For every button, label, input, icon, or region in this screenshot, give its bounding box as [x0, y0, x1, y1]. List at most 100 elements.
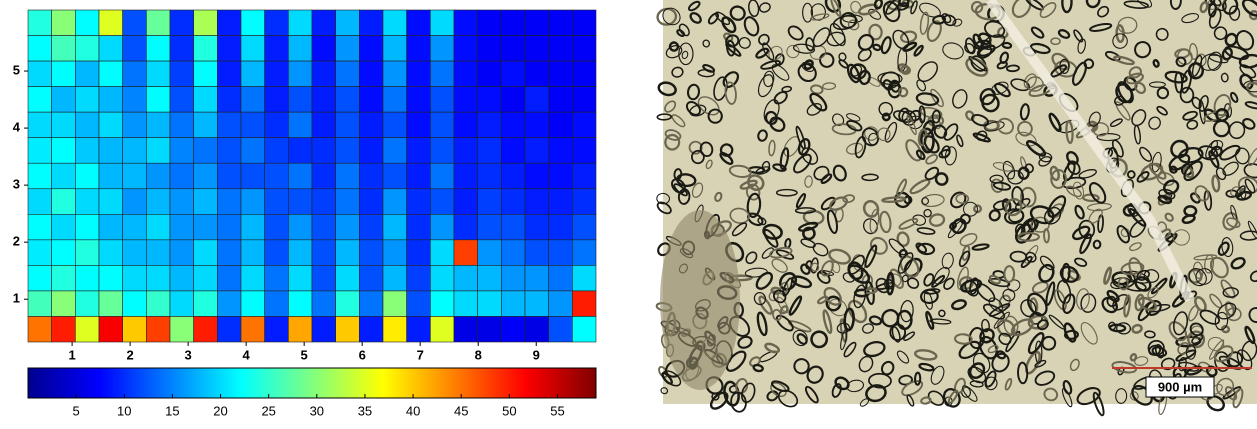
heatmap-cell: [453, 265, 478, 292]
grain-boundary: [806, 103, 823, 116]
heatmap-cell: [335, 214, 360, 241]
grain-boundary: [1031, 281, 1049, 294]
grain-boundary: [1178, 146, 1204, 164]
heatmap-cell: [51, 9, 76, 36]
heatmap-cell: [548, 214, 573, 241]
heatmap-cell: [572, 265, 597, 292]
heatmap-cell: [217, 137, 242, 164]
grain-boundary: [1217, 241, 1230, 256]
grain-boundary: [970, 0, 984, 14]
grain-boundary: [881, 308, 900, 328]
heatmap-cell: [406, 214, 431, 241]
heatmap-cell: [75, 60, 100, 87]
grain-boundary: [744, 267, 768, 278]
heatmap-cell: [477, 86, 502, 113]
grain-boundary: [829, 22, 846, 47]
grain-boundary: [1004, 377, 1013, 391]
grain-boundary: [879, 210, 892, 234]
grain-boundary: [981, 318, 990, 333]
heatmap-cell: [75, 265, 100, 292]
heatmap-cell: [27, 86, 52, 113]
heatmap-cell: [75, 214, 100, 241]
grain-boundary: [1020, 186, 1037, 208]
heatmap-cell: [75, 9, 100, 36]
heatmap-cell: [501, 188, 526, 215]
grain-boundary: [1234, 185, 1246, 199]
y-tick-label: 2: [13, 234, 20, 249]
grain-boundary: [959, 232, 978, 247]
grain-boundary: [1085, 0, 1101, 9]
dark-region: [660, 210, 740, 390]
heatmap-cell: [430, 214, 455, 241]
heatmap-cell: [430, 137, 455, 164]
grain-boundary: [1066, 185, 1082, 198]
x-tick-label: 8: [475, 347, 482, 362]
heatmap-cell: [146, 9, 171, 36]
grain-boundary: [1155, 27, 1169, 41]
heatmap-cell: [122, 265, 147, 292]
grain-boundary: [1204, 254, 1215, 274]
heatmap-cell: [27, 265, 52, 292]
grain-boundary: [1116, 225, 1130, 244]
heatmap-cell: [146, 60, 171, 87]
grain-boundary: [832, 164, 847, 182]
heatmap-cell: [548, 316, 573, 343]
grain-boundary: [1029, 42, 1051, 55]
grain-boundary: [862, 323, 875, 334]
grain-boundary: [810, 262, 820, 272]
grain-boundary: [1241, 0, 1257, 17]
grain-boundary: [923, 273, 935, 287]
grain-boundary: [1169, 0, 1182, 10]
grain-boundary: [1026, 76, 1044, 92]
grain-boundary: [1080, 293, 1097, 313]
x-tick-label: 1: [68, 347, 75, 362]
grain-boundary: [1123, 294, 1131, 318]
grain-boundary: [725, 350, 747, 372]
heatmap-cell: [264, 35, 289, 62]
heatmap-cell: [217, 111, 242, 138]
grain-boundary: [1226, 217, 1241, 229]
heatmap-cell: [217, 265, 242, 292]
heatmap-cell: [98, 35, 123, 62]
grain-boundary: [960, 278, 983, 293]
grain-boundary: [745, 183, 761, 201]
grain-boundary: [998, 332, 1012, 346]
heatmap-cell: [382, 214, 407, 241]
grain-boundary: [971, 243, 990, 251]
grain-boundary: [1128, 66, 1142, 79]
heatmap-cell: [477, 290, 502, 317]
heatmap-cell: [98, 316, 123, 343]
grain-boundary: [1024, 163, 1034, 174]
grain-boundary: [957, 266, 969, 291]
heatmap-cell: [548, 239, 573, 266]
grain-boundary: [1199, 309, 1220, 325]
grain-boundary: [923, 135, 940, 154]
grain-boundary: [1025, 140, 1047, 157]
heatmap-cell: [75, 316, 100, 343]
dendrite-arm: [985, 0, 1195, 303]
grain-boundary: [831, 383, 842, 398]
heatmap-cell: [477, 162, 502, 190]
grain-boundary: [1210, 145, 1223, 158]
grain-boundary: [846, 63, 861, 84]
heatmap-cell: [453, 60, 478, 87]
grain-boundary: [1045, 281, 1056, 306]
grain-boundary: [1206, 395, 1225, 412]
grain-boundary: [1242, 117, 1256, 130]
grain-boundary: [711, 392, 720, 401]
grain-boundary: [1191, 96, 1202, 110]
heatmap-cell: [572, 290, 597, 317]
grain-boundary: [664, 133, 681, 151]
heatmap-cell: [146, 188, 171, 215]
heatmap-cell: [98, 9, 123, 36]
grain-boundary: [1010, 78, 1030, 92]
heatmap-cell: [75, 35, 100, 62]
grain-boundary: [1230, 256, 1246, 270]
grain-boundary: [1220, 72, 1229, 83]
grain-boundary: [779, 305, 789, 315]
grain-boundary: [1197, 145, 1219, 161]
grain-boundary: [990, 178, 1004, 193]
colorbar-tick-label: 20: [213, 403, 227, 418]
grain-boundary: [1174, 71, 1184, 94]
heatmap-cell: [430, 316, 455, 343]
